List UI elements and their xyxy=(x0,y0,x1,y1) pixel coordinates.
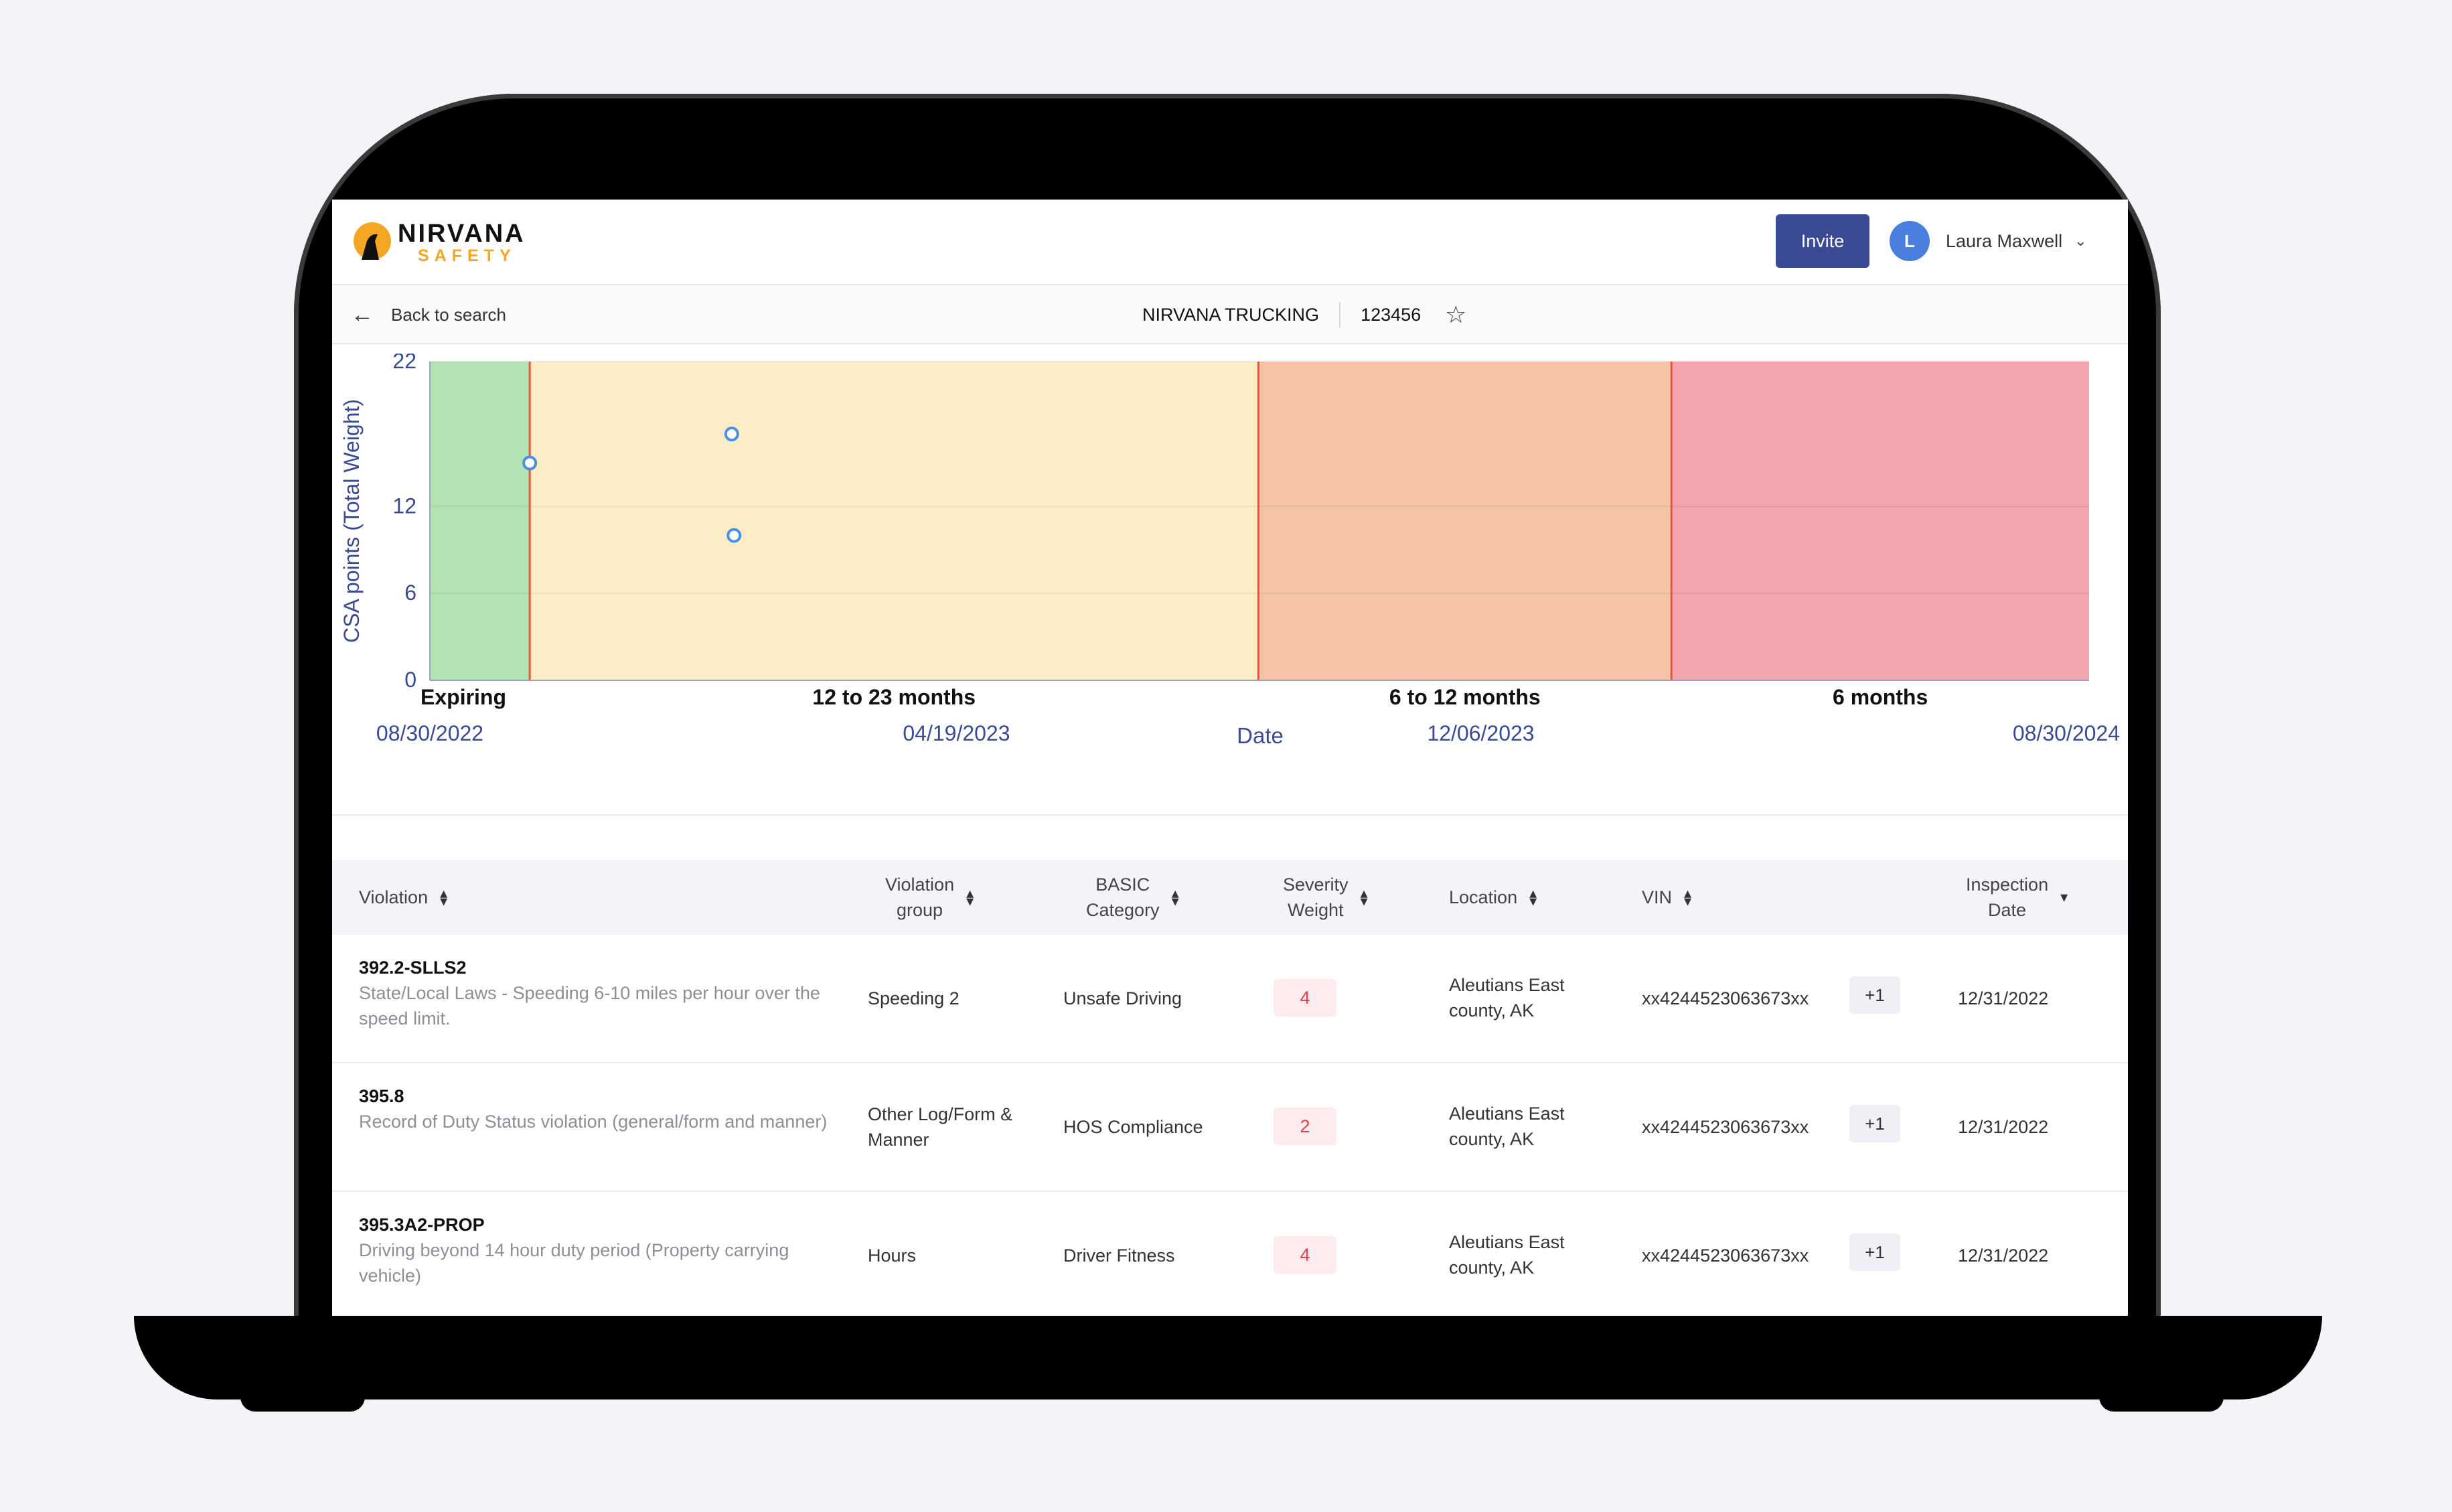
chart-band-0 xyxy=(430,362,530,680)
inspection-date-cell: 12/31/2022 xyxy=(1958,1245,2049,1266)
data-point xyxy=(724,427,739,442)
sort-icon: ▴ ▾ xyxy=(1529,885,1537,909)
sort-icon: ▴ ▾ xyxy=(1171,885,1179,909)
back-label: Back to search xyxy=(391,304,506,325)
divider xyxy=(1339,302,1341,327)
carrier-name: NIRVANA TRUCKING xyxy=(1142,304,1320,325)
x-axis-label: Date xyxy=(1237,723,1284,748)
col-header-violation[interactable]: Violation ▴ ▾ xyxy=(359,885,448,909)
vin-more-badge[interactable]: +1 xyxy=(1849,1233,1900,1271)
location-cell: Aleutians East county, AK xyxy=(1449,1104,1565,1149)
app-screen: NIRVANA SAFETY Invite L Laura Maxwell ⌄ … xyxy=(332,200,2128,1316)
table-row[interactable]: 395.8 Record of Duty Status violation (ge… xyxy=(332,1063,2128,1192)
basic-category-cell: Driver Fitness xyxy=(1063,1245,1175,1266)
user-menu[interactable]: L Laura Maxwell ⌄ xyxy=(1890,221,2087,261)
col-header-location[interactable]: Location ▴ ▾ xyxy=(1449,885,1537,909)
logo-subtitle: SAFETY xyxy=(418,246,516,265)
col-header-severity-weight[interactable]: Severity Weight ▴ ▾ xyxy=(1283,875,1368,920)
violation-cell: 395.8 Record of Duty Status violation (ge… xyxy=(359,1083,854,1134)
x-tick-label: 12/06/2023 xyxy=(1427,721,1534,745)
logo-mark-icon xyxy=(354,222,391,260)
y-tick-label: 6 xyxy=(404,581,416,605)
band-label: 12 to 23 months xyxy=(812,685,976,709)
basic-category-cell: Unsafe Driving xyxy=(1063,988,1182,1008)
severity-badge: 4 xyxy=(1274,979,1336,1016)
violation-code: 395.3A2-PROP xyxy=(359,1215,485,1235)
x-tick-label: 08/30/2024 xyxy=(2013,721,2120,745)
violation-code: 392.2-SLLS2 xyxy=(359,958,467,978)
x-tick-label: 08/30/2022 xyxy=(376,721,483,745)
avatar: L xyxy=(1890,221,1930,261)
y-tick-label: 0 xyxy=(404,668,416,692)
vin-cell: xx4244523063673xx xyxy=(1642,988,1809,1008)
violation-description: Record of Duty Status violation (general… xyxy=(359,1112,828,1132)
violation-code: 395.8 xyxy=(359,1086,404,1106)
star-icon[interactable]: ☆ xyxy=(1445,301,1467,328)
chart-band-2 xyxy=(1258,362,1672,680)
arrow-left-icon: ← xyxy=(351,302,374,327)
inspection-date-cell: 12/31/2022 xyxy=(1958,1117,2049,1137)
sort-icon: ▴ ▾ xyxy=(966,885,974,909)
col-header-vin[interactable]: VIN ▴ ▾ xyxy=(1642,885,1692,909)
vin-cell: xx4244523063673xx xyxy=(1642,1117,1809,1137)
carrier-info: NIRVANA TRUCKING 123456 ☆ xyxy=(1142,301,1466,328)
top-navbar: NIRVANA SAFETY Invite L Laura Maxwell ⌄ xyxy=(332,200,2128,285)
vin-more-badge[interactable]: +1 xyxy=(1849,976,1900,1014)
user-name: Laura Maxwell xyxy=(1946,230,2063,251)
chart-band-3 xyxy=(1671,362,2089,680)
vin-cell: xx4244523063673xx xyxy=(1642,1245,1809,1266)
col-header-violation-group[interactable]: Violation group ▴ ▾ xyxy=(885,875,974,920)
band-label: 6 to 12 months xyxy=(1389,685,1541,709)
location-cell: Aleutians East county, AK xyxy=(1449,1232,1565,1278)
location-cell: Aleutians East county, AK xyxy=(1449,975,1565,1020)
violation-description: Driving beyond 14 hour duty period (Prop… xyxy=(359,1240,789,1286)
band-label: Expiring xyxy=(420,685,506,709)
violation-group-cell: Hours xyxy=(868,1245,917,1266)
severity-badge: 2 xyxy=(1274,1108,1336,1145)
inspection-date-cell: 12/31/2022 xyxy=(1958,988,2049,1008)
y-tick-label: 12 xyxy=(392,494,416,518)
chart-canvas: 0 6 12 22 Expiring 12 to 23 months 6 to 12 mon… xyxy=(339,354,2120,748)
laptop-foot-right xyxy=(2099,1386,2224,1412)
sort-icon: ▴ ▾ xyxy=(440,885,448,909)
chevron-down-icon: ⌄ xyxy=(2074,232,2087,249)
sort-icon: ▴ ▾ xyxy=(1360,885,1368,909)
logo-wordmark: NIRVANA xyxy=(398,220,526,248)
laptop-base xyxy=(134,1316,2322,1400)
table-header: Violation ▴ ▾ Violation group ▴ ▾ BASIC Ca… xyxy=(332,860,2128,935)
table-row[interactable]: 395.3A2-PROP Driving beyond 14 hour duty … xyxy=(332,1192,2128,1316)
table-row[interactable]: 392.2-SLLS2 State/Local Laws - Speeding 6… xyxy=(332,935,2128,1063)
violation-cell: 392.2-SLLS2 State/Local Laws - Speeding 6… xyxy=(359,955,854,1031)
invite-button[interactable]: Invite xyxy=(1776,214,1869,268)
basic-category-cell: HOS Compliance xyxy=(1063,1117,1203,1137)
data-point xyxy=(522,455,538,471)
sort-icon: ▴ ▾ xyxy=(1684,885,1692,909)
chart-band-1 xyxy=(530,362,1259,680)
violation-description: State/Local Laws - Speeding 6-10 miles p… xyxy=(359,983,820,1029)
data-point xyxy=(726,528,742,543)
vin-more-badge[interactable]: +1 xyxy=(1849,1105,1900,1142)
x-tick-label: 04/19/2023 xyxy=(903,721,1010,745)
back-to-search-link[interactable]: ← Back to search xyxy=(351,301,506,328)
band-label: 6 months xyxy=(1833,685,1928,709)
col-header-basic-category[interactable]: BASIC Category ▴ ▾ xyxy=(1086,875,1179,920)
laptop-foot-left xyxy=(240,1386,365,1412)
violation-cell: 395.3A2-PROP Driving beyond 14 hour duty … xyxy=(359,1212,854,1288)
csa-points-chart: 0 6 12 22 Expiring 12 to 23 months 6 to 12 mon… xyxy=(332,354,2128,816)
y-tick-label: 22 xyxy=(392,354,416,373)
carrier-dot-number: 123456 xyxy=(1361,304,1422,325)
y-axis-label: CSA points (Total Weight) xyxy=(339,399,364,643)
severity-badge: 4 xyxy=(1274,1236,1336,1274)
violation-group-cell: Other Log/Form & Manner xyxy=(868,1104,1013,1150)
nirvana-logo[interactable]: NIRVANA SAFETY xyxy=(352,220,533,267)
col-header-inspection-date[interactable]: Inspection Date ▾ xyxy=(1966,875,2068,920)
violation-group-cell: Speeding 2 xyxy=(868,988,960,1008)
carrier-subheader: ← Back to search NIRVANA TRUCKING 123456… xyxy=(332,285,2128,344)
sort-desc-icon: ▾ xyxy=(2060,889,2068,905)
section-divider xyxy=(332,814,2128,816)
